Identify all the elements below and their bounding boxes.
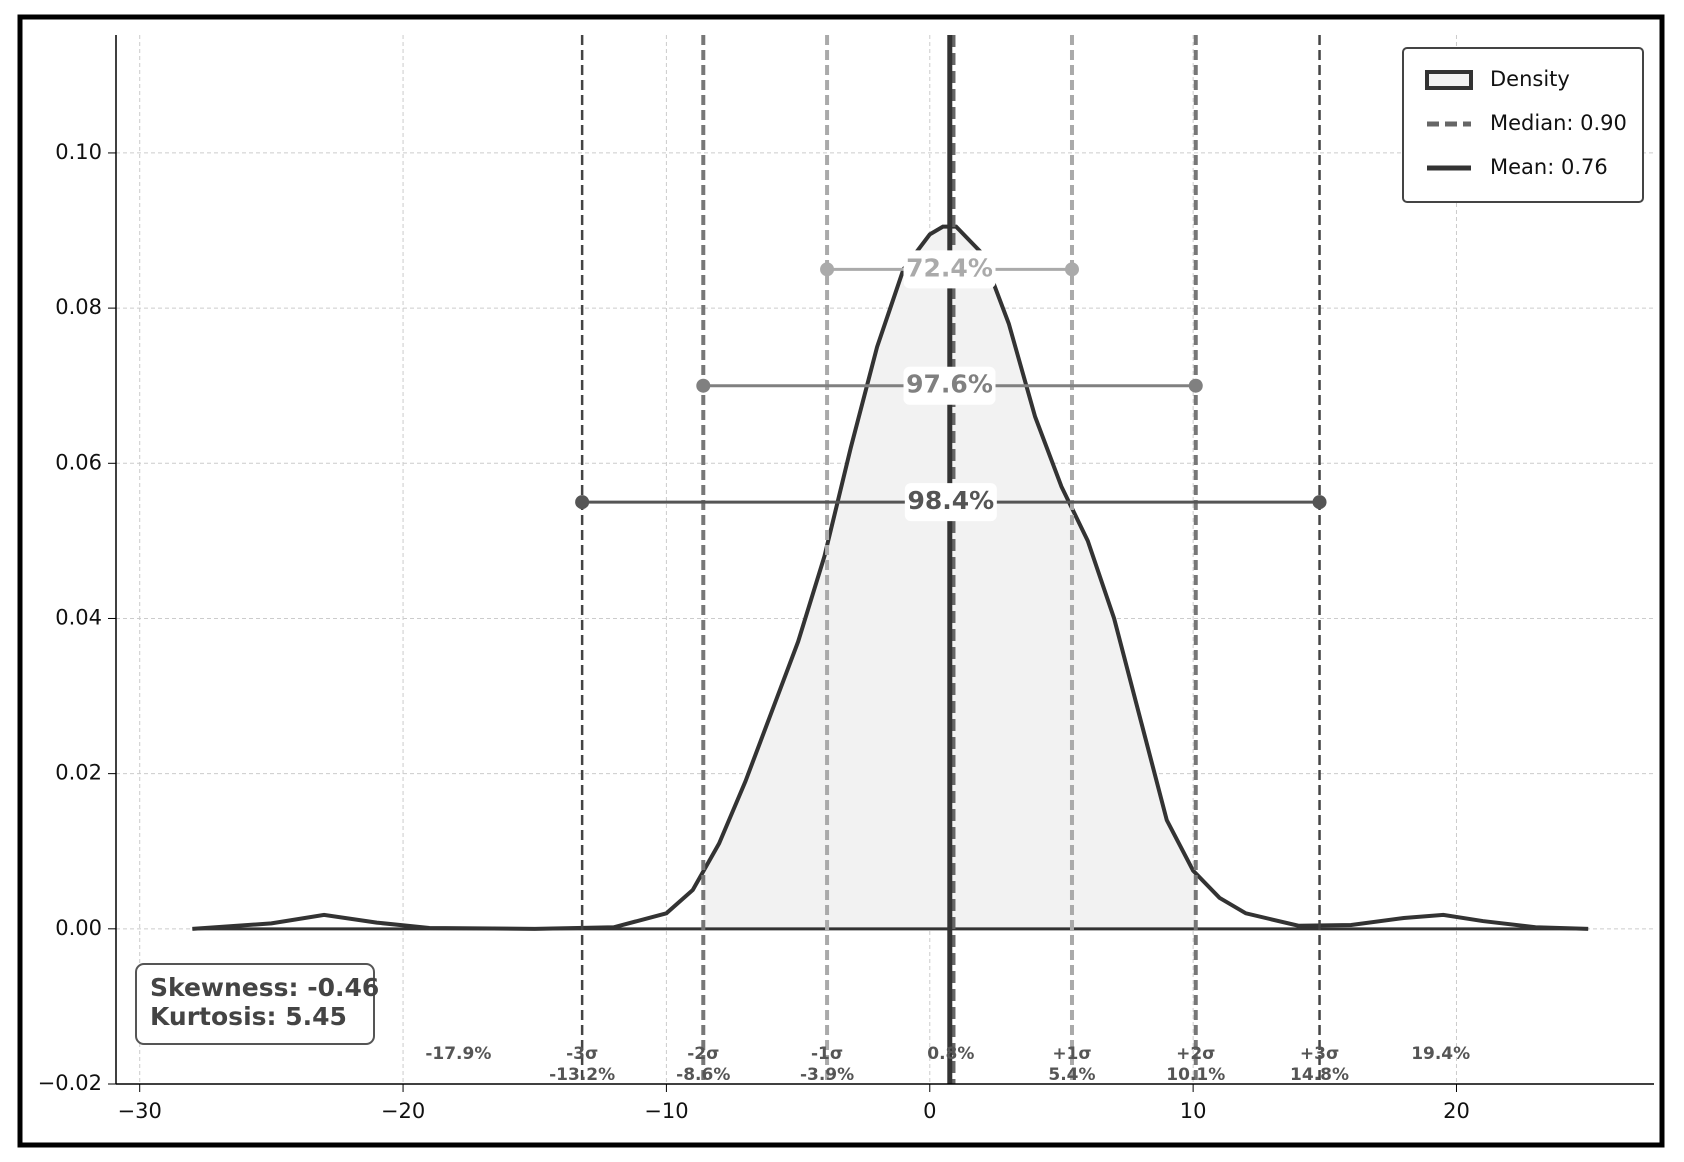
legend-label: Density — [1490, 67, 1570, 91]
y-tick-label: 0.04 — [55, 605, 102, 629]
sigma-value-label: 10.1% — [1166, 1065, 1225, 1085]
interval-label: 97.6% — [906, 370, 993, 399]
legend-label: Mean: 0.76 — [1490, 155, 1608, 179]
x-tick-label: 10 — [1180, 1099, 1207, 1123]
sigma-label: +1σ — [1052, 1044, 1091, 1064]
interval-end — [820, 262, 835, 277]
interval-label: 98.4% — [907, 486, 994, 515]
interval-label: 72.4% — [906, 253, 993, 282]
point-label: 19.4% — [1411, 1044, 1470, 1064]
stats-text: Skewness: -0.46 — [150, 973, 379, 1002]
y-tick-label: 0.08 — [55, 295, 102, 319]
sigma-value-label: -13.2% — [549, 1065, 615, 1085]
stats-frame — [135, 963, 375, 1045]
sigma-label: -3σ — [566, 1044, 598, 1064]
interval-label-bg — [903, 366, 996, 405]
legend-swatch — [1425, 70, 1473, 90]
interval-label-bg — [904, 483, 997, 522]
y-tick-label: 0.02 — [55, 761, 102, 785]
interval-end — [575, 495, 590, 510]
y-tick-label: 0.10 — [55, 140, 102, 164]
sigma-label: +3σ — [1300, 1044, 1339, 1064]
x-tick-label: 20 — [1443, 1099, 1470, 1123]
legend-label: Median: 0.90 — [1490, 111, 1627, 135]
axes: −30 −20 −10 0 10 20 −0.02 0.00 0.02 0.04 0.06 0.08 0… — [38, 35, 1654, 1123]
y-tick-label: 0.00 — [55, 916, 102, 940]
sigma-value-label: -3.9% — [800, 1065, 854, 1085]
sigma-value-label: -8.6% — [676, 1065, 730, 1085]
stats-text: Kurtosis: 5.45 — [150, 1002, 347, 1031]
interval-end — [696, 378, 711, 393]
plot: 72.4% 97.6% 98.4% — [192, 35, 1589, 1084]
y-tick-label: −0.02 — [38, 1071, 102, 1095]
x-tick-label: −20 — [381, 1099, 425, 1123]
sigma-label: -2σ — [687, 1044, 719, 1064]
stats-box: Skewness: -0.46 Kurtosis: 5.45 — [135, 963, 379, 1045]
sigma-label: -1σ — [811, 1044, 843, 1064]
sigma-value-label: 14.8% — [1290, 1065, 1349, 1085]
y-tick-label: 0.06 — [55, 450, 102, 474]
sigma-value-label: 5.4% — [1048, 1065, 1095, 1085]
x-tick-label: −30 — [118, 1099, 162, 1123]
interval-label-bg — [903, 250, 996, 289]
point-label: -17.9% — [425, 1044, 491, 1064]
legend: Density Median: 0.90 Mean: 0.76 — [1402, 47, 1644, 203]
interval-end — [1188, 378, 1203, 393]
interval-end — [1312, 495, 1327, 510]
interval-end — [1064, 262, 1079, 277]
point-label: 0.8% — [927, 1044, 974, 1064]
x-tick-label: 0 — [923, 1099, 936, 1123]
sigma-label: +2σ — [1176, 1044, 1215, 1064]
x-tick-label: −10 — [644, 1099, 688, 1123]
